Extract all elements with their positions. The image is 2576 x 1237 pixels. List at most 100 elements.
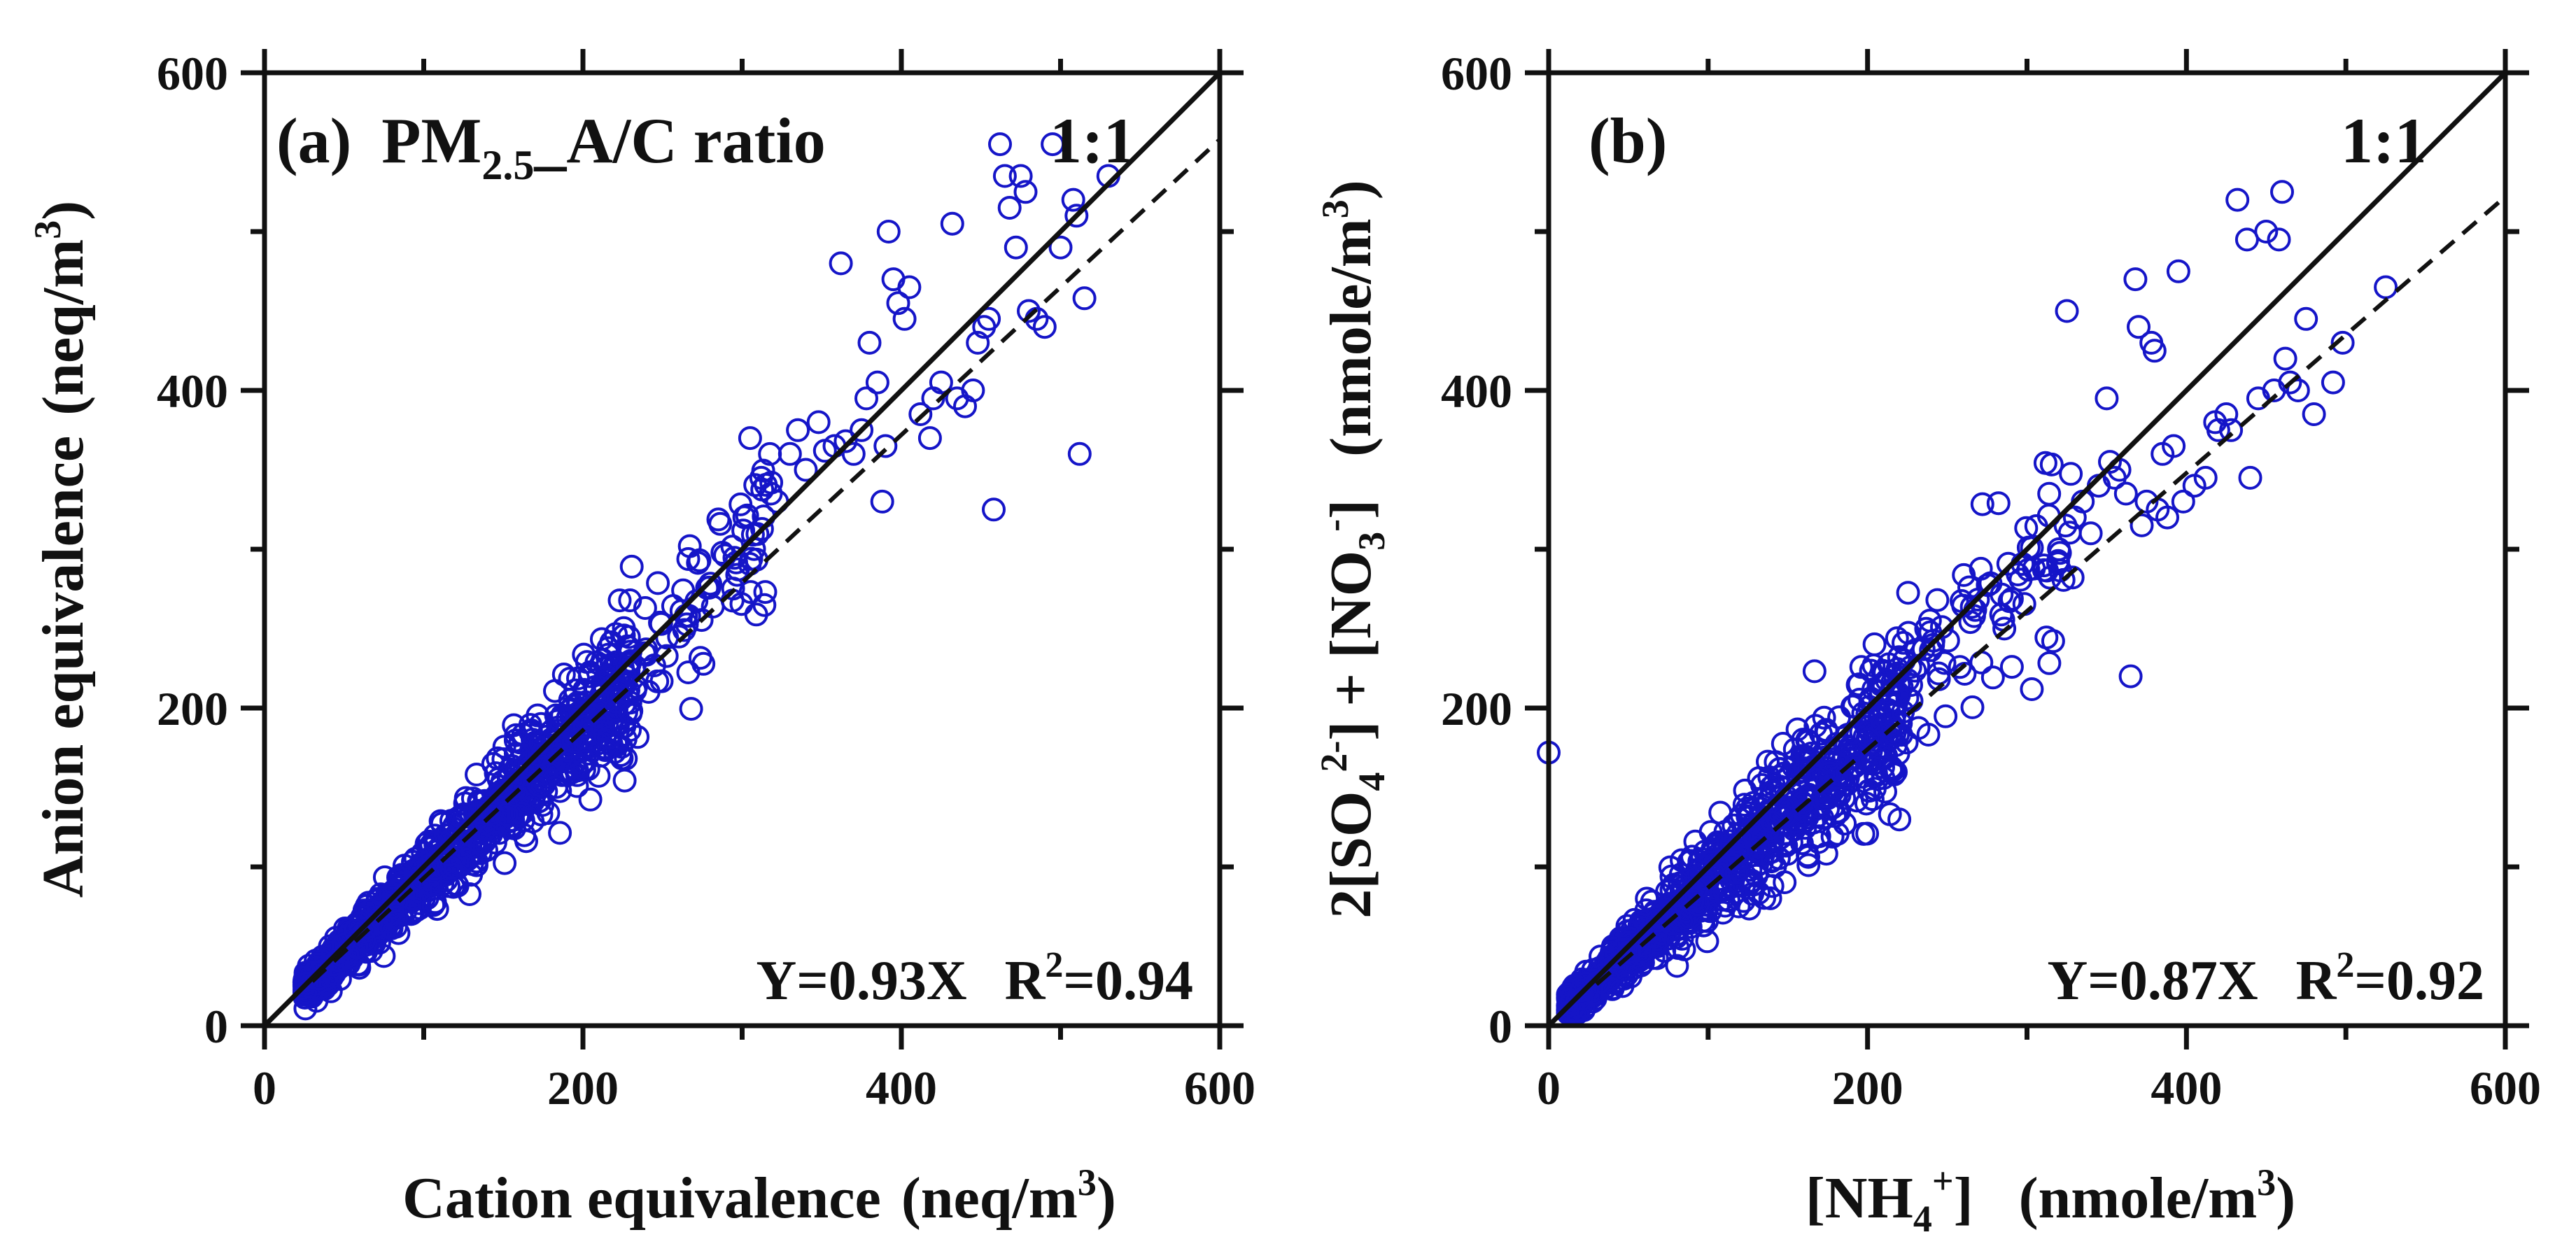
panel-b-data-point	[1600, 977, 1624, 1001]
panel-b-fit-equation: Y=0.87X R2=0.92	[2047, 945, 2484, 1012]
panel-b-data-point	[1925, 588, 1950, 612]
panel-b-y-tick-label: 400	[1441, 365, 1512, 418]
panel-a-data-point	[997, 196, 1022, 220]
panel-a-data-point	[645, 669, 670, 693]
panel-b-data-point	[1802, 659, 1827, 684]
panel-a-data-point	[759, 481, 783, 506]
panel-b-y-tick-label: 0	[1488, 1000, 1512, 1053]
panel-b-data-point	[2374, 275, 2398, 299]
panel-a-data-point	[1064, 204, 1089, 228]
panel-b-data-point	[1665, 954, 1689, 978]
panel-a-fit-equation: Y=0.93X R2=0.94	[756, 945, 1193, 1012]
panel-b-data-point	[1760, 848, 1785, 872]
panel-b-ylabel-p2-sup: -	[1313, 519, 1355, 532]
panel-a-xlabel: Cation equivalence (neq/m3)	[402, 1161, 1116, 1231]
panel-b-xlabel-unit-close: )	[2276, 1166, 2295, 1231]
panel-b-data-point	[1845, 672, 1870, 697]
panel-a-data-point	[626, 725, 650, 749]
panel-b-data-point	[1999, 586, 2024, 611]
panel-a-data-point	[506, 803, 530, 828]
panel-a-x-tick-label: 0	[253, 1061, 276, 1115]
panel-b-ticks	[1525, 49, 2529, 1049]
panel-a-data-point	[865, 370, 889, 395]
panel-b-data-point	[1992, 616, 2017, 641]
panel-b-data-point	[1986, 491, 2011, 516]
panel-a-ylabel-unit-close: )	[31, 201, 96, 220]
panel-b-data-point	[1820, 824, 1845, 849]
panel-a-r2-sup: 2	[1045, 945, 1063, 985]
panel-a-markers	[292, 132, 1120, 1021]
panel-a-data-point	[740, 523, 765, 547]
panel-a-x-tick-label: 200	[547, 1061, 619, 1115]
panel-b-data-point	[1934, 704, 1958, 728]
panel-b-ylabel-unit: (nmole/m	[1318, 218, 1384, 457]
panel-a-data-point	[908, 402, 933, 426]
panel-a-data-point	[1061, 188, 1085, 212]
panel-b-data-point	[1782, 737, 1807, 762]
panel-a-data-point	[977, 306, 1001, 331]
panel-b-data-point	[1999, 655, 2024, 679]
panel-a-data-point	[584, 650, 609, 674]
panel-a-data-point	[829, 251, 853, 276]
panel-a-title-pm: PM	[381, 105, 481, 176]
panel-a-data-point	[1004, 235, 1028, 260]
panel-a-data-point	[642, 653, 666, 677]
panel-a-data-point	[667, 624, 691, 649]
panel-b-data-point	[1693, 840, 1717, 864]
panel-b-r2-r: R	[2296, 950, 2337, 1012]
panel-b-label: (b)	[1589, 105, 1667, 176]
panel-b-data-point	[2278, 370, 2302, 395]
panel-b-data-point	[2078, 521, 2103, 546]
panel-a-data-point	[578, 787, 603, 812]
panel-b-data-point	[1948, 655, 1972, 679]
panel-a-data-point	[505, 758, 529, 782]
panel-a-data-point	[738, 426, 762, 451]
panel-b-data-point	[1617, 930, 1641, 954]
panel-b-ylabel-p2-close: ]	[1318, 500, 1384, 519]
panel-a-data-point	[619, 554, 644, 579]
panel-a-data-point	[295, 971, 319, 996]
panel-b-data-point	[2219, 418, 2244, 442]
panel-a-data-point	[573, 749, 597, 774]
panel-a-data-point	[369, 882, 393, 907]
panel-a-data-point	[544, 775, 568, 799]
panel-a-data-point	[857, 330, 882, 355]
panel-a-data-point	[577, 664, 602, 688]
panel-b-r2-value: =0.92	[2354, 950, 2484, 1012]
panel-b-y-tick-label: 600	[1441, 47, 1512, 100]
panel-b-data-point	[2039, 452, 2064, 476]
panel-b-data-point	[2041, 629, 2065, 653]
panel-b-data-point	[1773, 870, 1797, 894]
panel-a-data-point	[929, 370, 953, 395]
panel-b-data-point	[1796, 729, 1821, 754]
panel-a-data-point	[886, 291, 910, 316]
panel-a-title-rest: _A/C ratio	[533, 105, 825, 176]
panel-a-data-point	[372, 944, 396, 968]
panel-a-fit-line	[311, 138, 1222, 983]
panel-a-x-tick-label: 600	[1184, 1061, 1255, 1115]
panel-a-y-tick-label: 200	[157, 682, 228, 735]
panel-b-data-point	[1570, 987, 1594, 1011]
panel-a-title: (a) PM2.5_A/C ratio	[276, 105, 826, 188]
panel-b-data-point	[1731, 889, 1756, 913]
panel-b-data-point	[2118, 664, 2143, 688]
panel-b-data-point	[1725, 850, 1750, 875]
panel-a-ylabel: Anion equivalence (neq/m3)	[27, 201, 96, 898]
panel-b-x-tick-label: 200	[1832, 1061, 1903, 1115]
panel-a-data-point	[384, 905, 409, 930]
panel-a-data-point	[589, 627, 614, 651]
panel-a-data-point	[1008, 164, 1033, 188]
panel-a-data-point	[897, 275, 922, 299]
panel-b-data-point	[1806, 830, 1831, 854]
panel-a-data-point	[786, 418, 810, 442]
panel-a-data-point	[695, 576, 719, 600]
panel-b-equation: Y=0.87X	[2047, 950, 2258, 1012]
panel-a-data-point	[421, 893, 446, 917]
panel-b-data-point	[2059, 462, 2083, 486]
panel-b-data-point	[2020, 677, 2044, 701]
panel-a-data-point	[729, 492, 753, 516]
panel-b-data-point	[1927, 661, 1951, 686]
panel-a-data-point	[854, 386, 878, 411]
panel-a-data-point	[646, 571, 670, 595]
panel-b-data-point	[2321, 370, 2345, 395]
